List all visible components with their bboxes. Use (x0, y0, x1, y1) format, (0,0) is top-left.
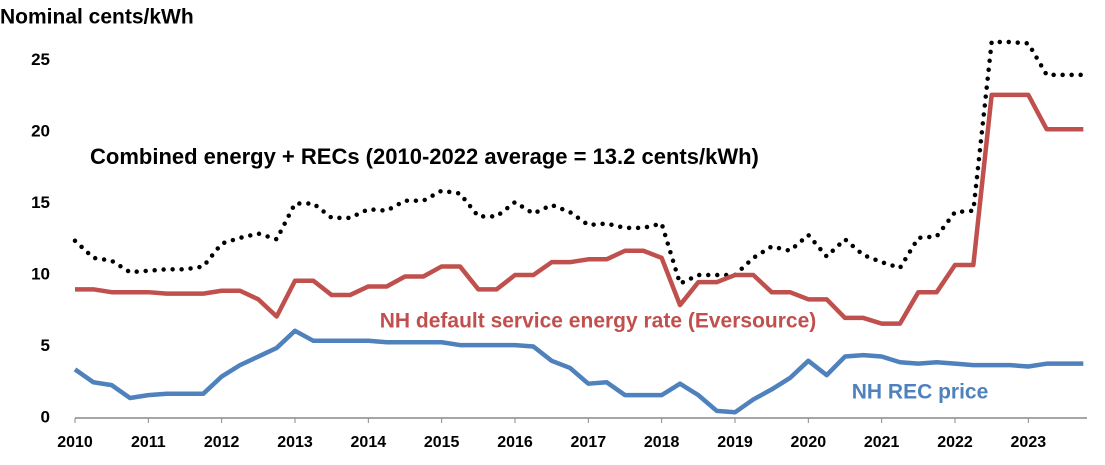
series-label: NH default service energy rate (Eversour… (380, 310, 817, 333)
x-tick-label: 2019 (717, 434, 753, 451)
series-line (75, 92, 1084, 326)
x-tick-label: 2020 (791, 434, 827, 451)
series-line (72, 39, 1086, 286)
x-tick-label: 2014 (351, 434, 387, 451)
x-tick-label: 2012 (204, 434, 240, 451)
y-axis-label: Nominal cents/kWh (0, 6, 194, 29)
x-tick-label: 2011 (131, 434, 166, 451)
x-tick-label: 2023 (1011, 434, 1047, 451)
y-tick-label: 25 (31, 50, 50, 69)
y-tick-label: 15 (31, 193, 50, 212)
x-tick-label: 2022 (937, 434, 973, 451)
y-tick-label: 20 (31, 122, 50, 141)
y-tick-label: 5 (41, 336, 50, 355)
x-tick-label: 2017 (571, 434, 607, 451)
y-tick-label: 10 (31, 265, 50, 284)
y-tick-label: 0 (41, 407, 50, 426)
x-tick-label: 2021 (864, 434, 900, 451)
x-tick-label: 2015 (424, 434, 460, 451)
x-tick-label: 2018 (644, 434, 680, 451)
series-label: Combined energy + RECs (2010-2022 averag… (90, 144, 759, 169)
x-tick-label: 2013 (277, 434, 313, 451)
series-line (73, 328, 1084, 415)
series-label: NH REC price (852, 381, 989, 404)
x-tick-label: 2016 (497, 434, 533, 451)
x-tick-label: 2010 (57, 434, 93, 451)
